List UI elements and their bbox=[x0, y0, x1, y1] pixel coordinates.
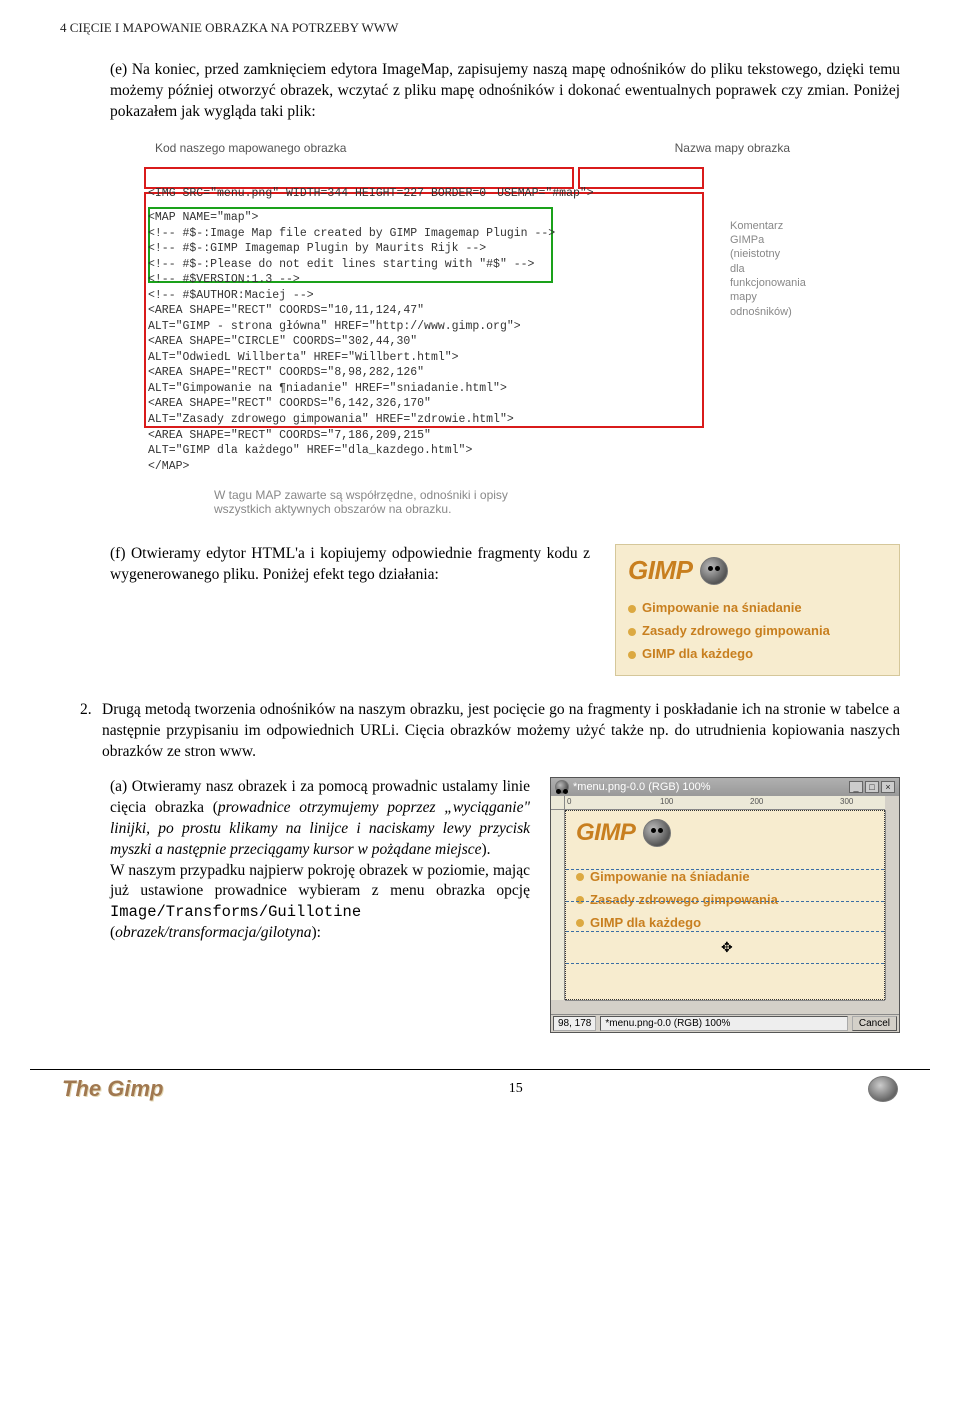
wilbur-icon bbox=[643, 819, 671, 847]
page-footer: The Gimp 15 bbox=[60, 1076, 900, 1102]
menu-path: Image/Transforms/Guillotine bbox=[110, 903, 361, 921]
code-line: ALT="OdwiedL Willberta" HREF="Willbert.h… bbox=[148, 350, 812, 366]
page: 4 CIĘCIE I MAPOWANIE OBRAZKA NA POTRZEBY… bbox=[0, 0, 960, 1380]
ruler-corner bbox=[551, 796, 565, 810]
code-line: <AREA SHAPE="RECT" COORDS="10,11,124,47" bbox=[148, 303, 812, 319]
horizontal-guide[interactable] bbox=[566, 901, 884, 902]
code-line: <MAP NAME="map"> bbox=[148, 210, 812, 226]
status-filename: *menu.png-0.0 (RGB) 100% bbox=[600, 1016, 847, 1031]
wilbur-icon bbox=[700, 557, 728, 585]
minimize-button[interactable]: _ bbox=[849, 781, 863, 793]
paragraph-a: (a) Otwieramy nasz obrazek i za pomocą p… bbox=[110, 777, 530, 944]
canvas[interactable]: GIMP Gimpowanie na śniadanie Zasady zdro… bbox=[565, 810, 885, 1000]
footer-logo: The Gimp bbox=[62, 1076, 163, 1102]
code-line: <AREA SHAPE="RECT" COORDS="7,186,209,215… bbox=[148, 428, 812, 444]
canvas-menu-item: Zasady zdrowego gimpowania bbox=[576, 888, 874, 911]
scrollbar-horizontal[interactable] bbox=[565, 1000, 885, 1014]
window-titlebar[interactable]: *menu.png-0.0 (RGB) 100% _ □ × bbox=[551, 778, 899, 796]
page-number: 15 bbox=[509, 1081, 523, 1097]
horizontal-guide[interactable] bbox=[566, 963, 884, 964]
move-cursor-icon: ✥ bbox=[721, 939, 737, 955]
list-item-2-text: Drugą metodą tworzenia odnośników na nas… bbox=[102, 700, 900, 763]
code-line: ALT="GIMP - strona główna" HREF="http://… bbox=[148, 319, 812, 335]
code-line: <AREA SHAPE="RECT" COORDS="8,98,282,126" bbox=[148, 365, 812, 381]
code-usemap: USEMAP="#map"> bbox=[497, 187, 594, 200]
scrollbar-vertical[interactable] bbox=[885, 810, 899, 1000]
code-line: <!-- #$-:Image Map file created by GIMP … bbox=[148, 226, 812, 242]
horizontal-guide[interactable] bbox=[566, 931, 884, 932]
code-line: <!-- #$-:GIMP Imagemap Plugin by Maurits… bbox=[148, 241, 812, 257]
code-img-line: <IMG SRC="menu.png" WIDTH=344 HEIGHT=227… bbox=[148, 187, 486, 200]
ruler-vertical[interactable] bbox=[551, 810, 565, 1000]
menu-title: GIMP bbox=[628, 555, 692, 586]
menu-preview: GIMP Gimpowanie na śniadanie Zasady zdro… bbox=[615, 544, 900, 676]
ruler-horizontal[interactable]: 0 100 200 300 bbox=[565, 796, 885, 810]
status-coords: 98, 178 bbox=[553, 1016, 596, 1031]
code-line: <AREA SHAPE="CIRCLE" COORDS="302,44,30" bbox=[148, 334, 812, 350]
diagram-caption: W tagu MAP zawarte są współrzędne, odnoś… bbox=[130, 488, 830, 516]
diagram-label-right: Nazwa mapy obrazka bbox=[675, 141, 790, 155]
canvas-title: GIMP bbox=[576, 819, 635, 847]
code-line: <!-- #$AUTHOR:Maciej --> bbox=[148, 288, 812, 304]
code-line: ALT="Gimpowanie na ¶niadanie" HREF="snia… bbox=[148, 381, 812, 397]
diagram-sidenote: Komentarz GIMPa (nieistotny dla funkcjon… bbox=[730, 219, 820, 319]
imagemap-code-diagram: Kod naszego mapowanego obrazka Nazwa map… bbox=[130, 141, 830, 516]
footer-rule bbox=[30, 1069, 930, 1070]
menu-item[interactable]: Gimpowanie na śniadanie bbox=[628, 596, 887, 619]
paragraph-e: (e) Na koniec, przed zamknięciem edytora… bbox=[110, 60, 900, 123]
code-lines: <IMG SRC="menu.png" WIDTH=344 HEIGHT=227… bbox=[130, 183, 830, 480]
running-header: 4 CIĘCIE I MAPOWANIE OBRAZKA NA POTRZEBY… bbox=[60, 20, 900, 36]
code-line: ALT="Zasady zdrowego gimpowania" HREF="z… bbox=[148, 412, 812, 428]
paragraph-f: (f) Otwieramy edytor HTML'a i kopiujemy … bbox=[110, 544, 590, 586]
maximize-button[interactable]: □ bbox=[865, 781, 879, 793]
code-line: ALT="GIMP dla każdego" HREF="dla_kazdego… bbox=[148, 443, 812, 459]
cancel-button[interactable]: Cancel bbox=[852, 1016, 897, 1031]
menu-item[interactable]: Zasady zdrowego gimpowania bbox=[628, 619, 887, 642]
gimp-image-window: *menu.png-0.0 (RGB) 100% _ □ × 0 100 200… bbox=[550, 777, 900, 1033]
menu-item[interactable]: GIMP dla każdego bbox=[628, 642, 887, 665]
diagram-label-left: Kod naszego mapowanego obrazka bbox=[155, 141, 346, 155]
code-line: </MAP> bbox=[148, 459, 812, 475]
status-bar: 98, 178 *menu.png-0.0 (RGB) 100% Cancel bbox=[551, 1014, 899, 1032]
close-button[interactable]: × bbox=[881, 781, 895, 793]
code-line: <AREA SHAPE="RECT" COORDS="6,142,326,170… bbox=[148, 396, 812, 412]
list-number: 2. bbox=[80, 700, 102, 721]
app-icon bbox=[555, 780, 569, 794]
window-title: *menu.png-0.0 (RGB) 100% bbox=[573, 781, 711, 793]
footer-wilbur-icon bbox=[868, 1076, 898, 1102]
list-item-2: 2. Drugą metodą tworzenia odnośników na … bbox=[80, 700, 900, 763]
code-line: <!-- #$VERSION:1.3 --> bbox=[148, 272, 812, 288]
code-line: <!-- #$-:Please do not edit lines starti… bbox=[148, 257, 812, 273]
horizontal-guide[interactable] bbox=[566, 869, 884, 870]
